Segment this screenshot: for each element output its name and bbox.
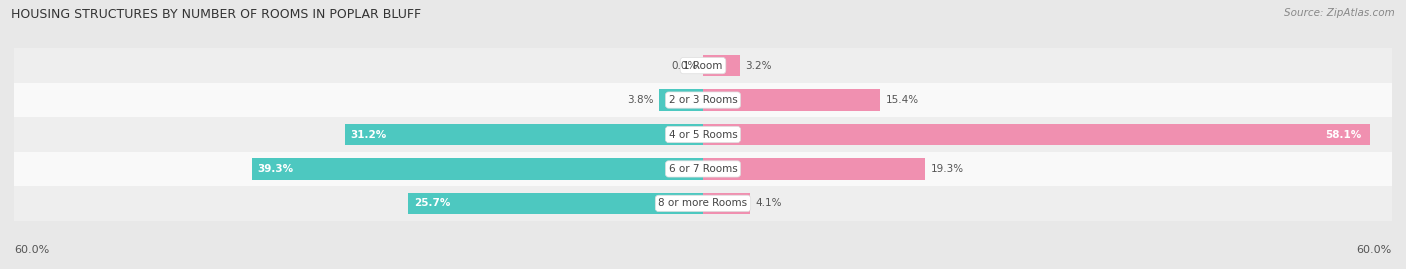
Text: 3.8%: 3.8% xyxy=(627,95,654,105)
Text: 25.7%: 25.7% xyxy=(413,198,450,208)
Text: 3.2%: 3.2% xyxy=(745,61,772,71)
Text: 58.1%: 58.1% xyxy=(1324,129,1361,140)
Text: 31.2%: 31.2% xyxy=(350,129,387,140)
Text: 39.3%: 39.3% xyxy=(257,164,294,174)
Bar xyxy=(14,152,1392,186)
Bar xyxy=(408,193,703,214)
Text: 8 or more Rooms: 8 or more Rooms xyxy=(658,198,748,208)
Text: HOUSING STRUCTURES BY NUMBER OF ROOMS IN POPLAR BLUFF: HOUSING STRUCTURES BY NUMBER OF ROOMS IN… xyxy=(11,8,422,21)
Text: 19.3%: 19.3% xyxy=(931,164,963,174)
Text: 15.4%: 15.4% xyxy=(886,95,918,105)
Text: 2 or 3 Rooms: 2 or 3 Rooms xyxy=(669,95,737,105)
Bar xyxy=(659,89,703,111)
Text: Source: ZipAtlas.com: Source: ZipAtlas.com xyxy=(1284,8,1395,18)
Bar xyxy=(14,48,1392,83)
Bar xyxy=(14,186,1392,221)
Text: 60.0%: 60.0% xyxy=(1357,245,1392,255)
Text: 4 or 5 Rooms: 4 or 5 Rooms xyxy=(669,129,737,140)
Bar xyxy=(703,124,1369,145)
Bar xyxy=(703,193,749,214)
Text: 0.0%: 0.0% xyxy=(671,61,697,71)
Text: 4.1%: 4.1% xyxy=(756,198,782,208)
Bar xyxy=(703,158,925,180)
Text: 1 Room: 1 Room xyxy=(683,61,723,71)
Bar xyxy=(344,124,703,145)
Bar xyxy=(14,83,1392,117)
Bar xyxy=(703,55,740,76)
Text: 60.0%: 60.0% xyxy=(14,245,49,255)
Bar xyxy=(14,117,1392,152)
Bar xyxy=(703,89,880,111)
Bar xyxy=(252,158,703,180)
Text: 6 or 7 Rooms: 6 or 7 Rooms xyxy=(669,164,737,174)
